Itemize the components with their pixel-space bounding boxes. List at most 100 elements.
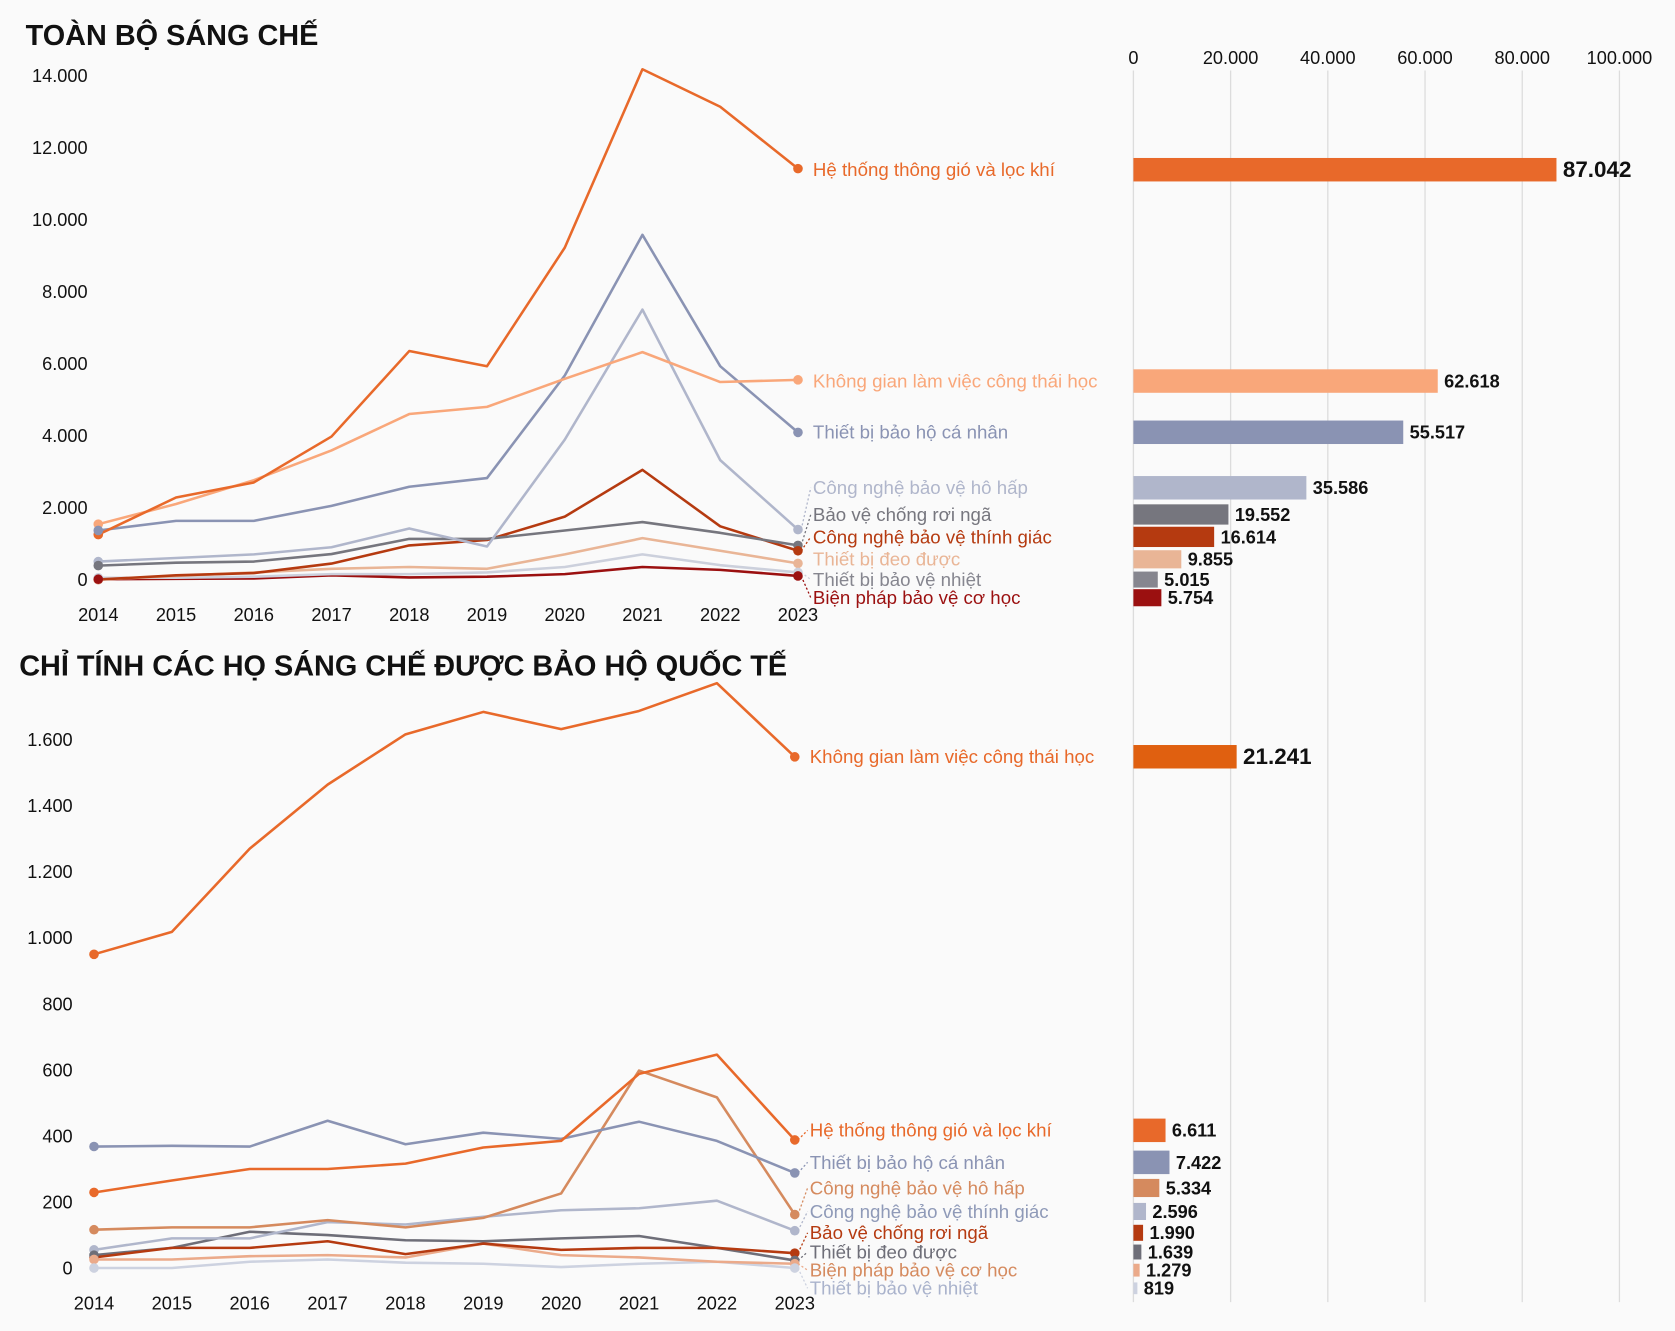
series-label: Công nghệ bảo vệ thính giác [810,1201,1049,1222]
x-axis-tick-label: 2020 [541,1294,581,1314]
series-label: Biện pháp bảo vệ cơ học [813,587,1020,608]
total-value-label: 5.334 [1166,1178,1211,1198]
series-label: Công nghệ bảo vệ thính giác [813,526,1052,547]
label-leader-line [797,1263,808,1271]
series-start-point [93,574,104,585]
total-value-label: 35.586 [1313,478,1369,498]
y-axis-tick-label: 4.000 [42,426,87,446]
series-end-point [793,163,803,174]
bar-axis-tick-label: 0 [1128,48,1138,68]
series-label: Thiết bị đeo được [813,549,960,570]
y-axis-tick-label: 2.000 [42,498,87,518]
series-start-point [89,1254,99,1265]
series-start-point [93,560,104,571]
chart-title-top: TOÀN BỘ SÁNG CHẾ [26,18,319,52]
y-axis-tick-label: 1.400 [27,796,72,816]
bar-gridlines [1132,70,1621,1303]
x-axis-tick-label: 2015 [156,605,196,625]
total-bar [1133,571,1158,588]
total-bar [1133,157,1557,182]
series-end-point [789,1168,800,1178]
x-axis-tick-label: 2018 [385,1294,425,1314]
series-line [98,233,799,532]
y-axis-tick-label: 400 [42,1126,72,1146]
series-line [94,1258,795,1270]
total-value-label: 1.279 [1146,1261,1191,1281]
y-axis-tick-label: 0 [63,1258,73,1278]
total-value-label: 819 [1144,1279,1174,1299]
total-bar [1133,550,1182,569]
series-line [98,565,799,581]
series-line [98,308,799,563]
y-axis-tick-label: 1.000 [27,928,72,948]
total-value-label: 7.422 [1176,1153,1221,1173]
label-leader-line [800,487,812,530]
x-axis-tick-label: 2023 [775,1294,815,1314]
bar-axis-tick-label: 80.000 [1494,48,1550,68]
y-axis-tick-label: 0 [77,570,87,590]
bar-axis-tick-label: 40.000 [1300,48,1356,68]
total-value-label: 1.639 [1148,1242,1193,1262]
total-bar [1133,420,1404,445]
x-axis-tick-label: 2016 [234,605,274,625]
x-axis-tick-label: 2017 [307,1294,347,1314]
x-axis-tick-label: 2016 [230,1294,270,1314]
series-line [93,1230,795,1262]
series-line [98,520,799,567]
total-value-label: 21.241 [1243,744,1312,769]
y-axis-tick-label: 600 [42,1060,72,1080]
label-leader-line [800,536,812,552]
x-axis-tick-label: 2019 [467,605,507,625]
series-line [98,553,799,580]
total-bar [1133,504,1229,525]
total-value-label: 87.042 [1563,157,1632,182]
total-bar [1133,1202,1147,1220]
series-label: Hệ thống thông gió và lọc khí [810,1120,1053,1141]
series-end-point [793,375,803,385]
series-start-point [89,1187,99,1198]
series-end-point [789,1225,800,1236]
series-line [98,468,799,581]
total-value-label: 19.552 [1235,505,1291,525]
total-value-label: 1.990 [1149,1223,1194,1243]
x-axis-tick-label: 2014 [78,605,118,625]
series-label: Thiết bị bảo vệ nhiệt [810,1278,979,1299]
series-line [97,350,799,526]
y-axis-tick-label: 800 [42,994,72,1014]
x-axis-tick-label: 2020 [545,605,585,625]
label-leader-line [797,1267,809,1289]
series-end-point [793,524,803,535]
series-end-point [789,1248,800,1258]
series-start-point [89,1263,99,1273]
total-bar [1133,1150,1170,1175]
y-axis-tick-label: 8.000 [42,282,87,302]
total-bar [1133,589,1162,607]
y-axis-tick-label: 1.600 [27,730,72,750]
total-bar [1133,1282,1138,1295]
total-bar [1133,1263,1140,1277]
bar-axis-tick-label: 100.000 [1587,48,1653,68]
total-bar [1133,1118,1166,1143]
label-leader-line [797,1251,809,1261]
series-label: Công nghệ bảo vệ hô hấp [813,477,1028,498]
x-axis-tick-label: 2021 [619,1294,659,1314]
series-start-point [89,1224,99,1235]
series-line [94,1242,795,1266]
total-value-label: 2.596 [1152,1202,1197,1222]
y-axis-tick-label: 12.000 [32,138,88,158]
series-end-point [789,752,800,762]
series-label: Công nghệ bảo vệ hô hấp [810,1177,1025,1198]
x-axis-tick-label: 2021 [622,605,662,625]
series-label: Bảo vệ chống rơi ngã [813,504,992,525]
series-end-point [793,558,803,569]
y-axis-tick-label: 200 [42,1192,72,1212]
series-start-point [89,1141,99,1152]
x-axis-tick-label: 2022 [697,1294,737,1314]
series-end-point [789,1263,800,1273]
total-bar [1133,1224,1144,1241]
series-label: Thiết bị đeo được [810,1241,957,1262]
series-start-point [89,949,99,960]
series-end-point [793,427,803,438]
series-line [93,1069,796,1231]
label-leader-line [797,1232,809,1254]
